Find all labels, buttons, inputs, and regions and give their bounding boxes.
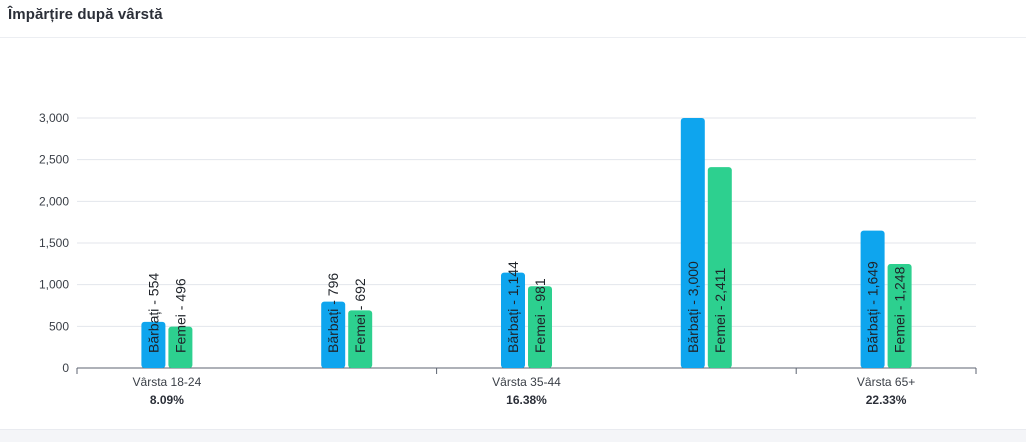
category-percentage: 8.09% [150, 393, 184, 407]
bar-brbai-4 [680, 118, 705, 368]
data-label: Femei - 2,411 [712, 267, 728, 353]
bar-femei-5 [887, 264, 912, 368]
bar-brbai-5 [860, 230, 885, 368]
x-category-label: Vârsta 35-44 [492, 375, 561, 389]
data-label: Femei - 496 [172, 278, 188, 353]
y-tick-label: 1,000 [39, 278, 69, 292]
bar-femei-4 [707, 167, 732, 368]
data-label: Femei - 981 [532, 278, 548, 353]
card-header: Împărțire după vârstă [0, 0, 1026, 38]
age-bar-chart: 0 500 1,000 1,500 2,000 2,500 3,000 Bărbați - 5… [39, 111, 977, 407]
data-label: Bărbați - 1,144 [505, 261, 521, 353]
data-label: Bărbați - 554 [145, 273, 161, 353]
bar-brbai-2 [321, 301, 346, 368]
bar-femei-3 [528, 286, 552, 368]
x-category-label: Vârsta 65+ [857, 375, 915, 389]
card-footer-strip [0, 429, 1026, 442]
bar-brbai-1 [141, 321, 166, 368]
bar-brbai-3 [501, 272, 525, 368]
category-percentage: 22.33% [866, 393, 907, 407]
y-tick-label: 500 [49, 319, 69, 333]
y-tick-label: 0 [62, 361, 69, 375]
category-percentage: 16.38% [506, 393, 547, 407]
x-category-label: Vârsta 18-24 [133, 375, 202, 389]
card-title: Împărțire după vârstă [8, 6, 163, 23]
bar-femei-1 [168, 326, 193, 368]
y-tick-label: 3,000 [39, 111, 69, 125]
y-tick-label: 2,500 [39, 153, 69, 167]
data-label: Bărbați - 3,000 [685, 261, 701, 353]
age-breakdown-card: Împărțire după vârstă 0 500 1,000 1,500 2,00… [0, 0, 1026, 407]
bar-femei-2 [348, 310, 373, 368]
data-label: Bărbați - 796 [325, 273, 341, 353]
y-tick-label: 2,000 [39, 194, 69, 208]
data-label: Femei - 1,248 [892, 266, 908, 353]
data-label: Bărbați - 1,649 [865, 261, 881, 353]
data-label: Femei - 692 [352, 278, 368, 353]
y-tick-label: 1,500 [39, 236, 69, 250]
